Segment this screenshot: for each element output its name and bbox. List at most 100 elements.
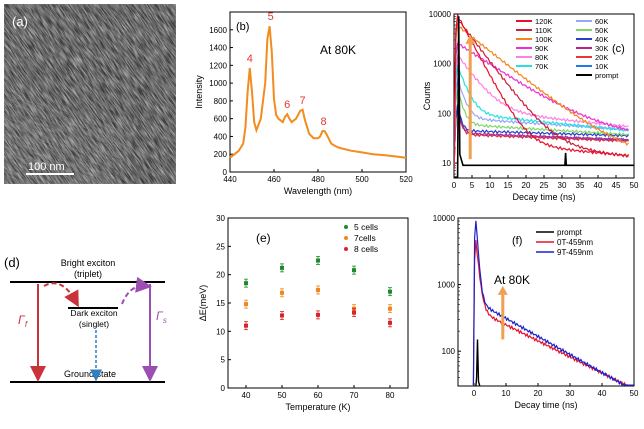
y-tick-label: 1400 (209, 44, 227, 53)
y-tick-label: 15 (216, 299, 225, 308)
data-point (316, 312, 320, 317)
data-point (388, 289, 392, 294)
bright-to-dark-arrow (43, 282, 79, 308)
legend-label: prompt (557, 228, 583, 237)
y-tick-label: 10 (442, 159, 451, 168)
decay-temperature-chart: 0 5 10 15 20 25 30 35 40 45 50 10 100 1000 10000 Decay … (422, 10, 639, 202)
x-tick-label: 480 (311, 175, 325, 184)
tem-image: (a) 100 nm (0, 0, 303, 301)
data-point (316, 258, 320, 263)
x-tick-label: 40 (598, 389, 607, 398)
legend-marker (344, 236, 348, 240)
data-point (352, 310, 356, 315)
legend-label: 50K (595, 26, 608, 35)
energy-splitting-chart: 40 50 60 70 80 0 5 10 15 20 25 30 Temperature (K) ΔE(… (198, 214, 409, 412)
panel-label: (c) (612, 43, 625, 55)
legend-label: 0T-459nm (557, 238, 593, 247)
energy-level-diagram: (d) Bright exciton (triplet) Dark excito… (4, 255, 167, 383)
legend-label: 100K (535, 35, 553, 44)
legend-label: 9T-459nm (557, 248, 593, 257)
data-point (388, 320, 392, 325)
data-point (280, 265, 284, 270)
legend-label: 70K (535, 62, 548, 71)
x-tick-label: 500 (355, 175, 369, 184)
legend-label: 30K (595, 44, 608, 53)
legend-marker (344, 247, 348, 251)
y-tick-label: 1000 (433, 60, 451, 69)
x-tick-label: 50 (630, 181, 639, 190)
plot-frame (227, 217, 409, 389)
x-tick-label: 25 (540, 181, 549, 190)
y-tick-label: 20 (216, 271, 225, 280)
legend-label: 120K (535, 17, 553, 26)
plot-frame (229, 11, 407, 173)
decay-line-80k (454, 54, 629, 170)
decay-line-100k (454, 22, 630, 170)
pl-spectrum-line (229, 26, 407, 159)
x-tick-label: 440 (223, 175, 237, 184)
legend-marker (344, 225, 348, 229)
dark-exciton-label: Dark exciton (70, 308, 118, 318)
y-axis-label: ΔE(meV) (198, 285, 208, 322)
prompt-line (475, 339, 481, 386)
gamma-s-label: Γs (156, 309, 167, 325)
dark-exciton-sublabel: (singlet) (79, 319, 109, 329)
decay-line-0t-459nm (472, 240, 634, 386)
y-axis-label: Counts (422, 81, 432, 110)
panel-label: (f) (512, 235, 522, 247)
x-tick-label: 50 (630, 389, 639, 398)
decay-line-120k (454, 14, 630, 169)
legend-label: 20K (595, 53, 608, 62)
y-tick-label: 0 (223, 168, 228, 177)
panel-e: 40 50 60 70 80 0 5 10 15 20 25 30 Temperature (K) ΔE(… (196, 210, 418, 424)
legend-label: 10K (595, 62, 608, 71)
x-axis-label: Wavelength (nm) (284, 186, 352, 196)
decay-line-40k (454, 104, 630, 170)
legend-label: 110K (535, 26, 552, 35)
legend-label: 5 cells (354, 222, 378, 232)
x-tick-label: 520 (399, 175, 413, 184)
data-point (388, 306, 392, 311)
y-tick-label: 1000 (209, 79, 227, 88)
y-tick-label: 5 (221, 356, 226, 365)
dark-to-bright-arrow (121, 276, 152, 305)
x-tick-label: 60 (314, 391, 323, 400)
x-tick-label: 20 (522, 181, 531, 190)
peak-label: 4 (247, 53, 253, 65)
x-axis-label: Temperature (K) (285, 402, 350, 412)
peak-label: 8 (320, 116, 326, 128)
y-tick-label: 10000 (433, 214, 456, 223)
ground-state-label: Ground state (64, 369, 116, 379)
panel-c: 0 5 10 15 20 25 30 35 40 45 50 10 100 1000 10000 Decay … (420, 4, 642, 210)
data-point (280, 290, 284, 295)
decay-curves (454, 14, 634, 178)
y-tick-label: 1600 (209, 26, 227, 35)
plot-frame (457, 217, 635, 387)
x-tick-label: 40 (594, 181, 603, 190)
annotation: At 80K (320, 43, 356, 57)
x-tick-label: 15 (504, 181, 513, 190)
decay-field-chart: 0 10 20 30 40 50 100 1000 10000 Decay time (ns) pr… (433, 214, 639, 410)
bright-exciton-sublabel: (triplet) (74, 269, 102, 279)
y-tick-label: 200 (214, 150, 228, 159)
legend-label: 8 cells (354, 244, 378, 254)
y-tick-label: 1200 (209, 61, 227, 70)
x-tick-label: 35 (576, 181, 585, 190)
panel-f: 0 10 20 30 40 50 100 1000 10000 Decay time (ns) pr… (420, 214, 642, 424)
legend-label: prompt (595, 71, 619, 80)
x-axis-label: Decay time (ns) (514, 400, 577, 410)
x-tick-label: 30 (558, 181, 567, 190)
x-tick-label: 10 (486, 181, 495, 190)
legend-label: 60K (595, 17, 608, 26)
annotation: At 80K (494, 273, 530, 287)
peak-label: 6 (284, 99, 290, 111)
pl-spectrum-chart: 440 460 480 500 520 0 200 400 600 800 1000 1200 1400… (194, 11, 413, 196)
x-tick-label: 50 (278, 391, 287, 400)
decay-line-110k (454, 17, 629, 169)
decay-line-30k (454, 105, 629, 169)
y-tick-label: 1000 (437, 281, 455, 290)
panel-label: (b) (236, 21, 249, 33)
panel-b: 440 460 480 500 520 0 200 400 600 800 1000 1200 1400… (190, 4, 418, 204)
y-tick-label: 0 (221, 384, 226, 393)
x-tick-label: 5 (470, 181, 475, 190)
